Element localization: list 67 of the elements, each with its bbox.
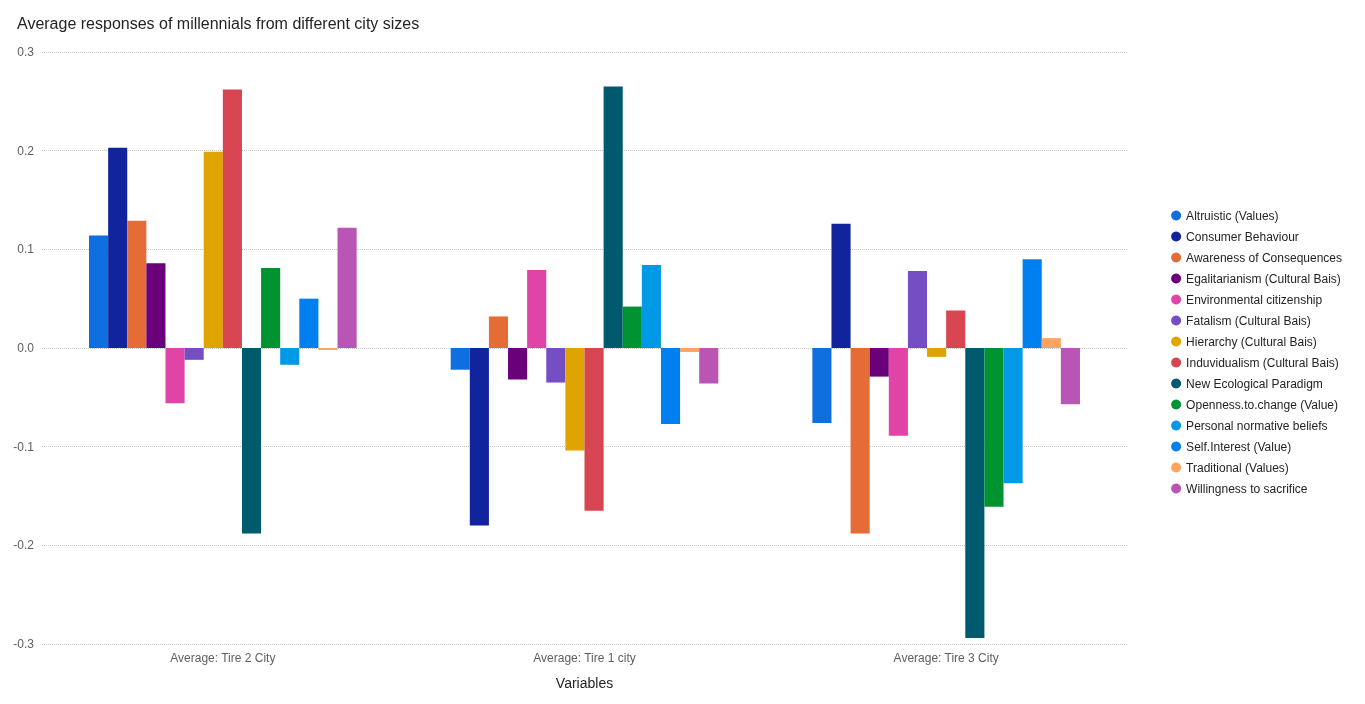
y-tick-label: -0.1 [13, 439, 35, 454]
bar [641, 265, 661, 348]
bar [508, 348, 528, 380]
bar [184, 348, 204, 360]
bar [680, 348, 700, 352]
bar [127, 220, 147, 348]
bar [965, 348, 985, 639]
x-tick-label: Average: Tire 2 City [170, 651, 276, 665]
bar [984, 348, 1004, 507]
bar [337, 227, 357, 348]
bar [907, 271, 928, 348]
legend-label: Fatalism (Cultural Bais) [1186, 313, 1311, 328]
bar [261, 268, 281, 348]
bar [1041, 338, 1061, 348]
legend-label: Egalitarianism (Cultural Bais) [1186, 271, 1341, 286]
bar [888, 348, 908, 436]
bar [1022, 259, 1042, 348]
bar [165, 348, 185, 404]
bar [299, 298, 319, 348]
legend-label: Openness.to.change (Value) [1186, 397, 1338, 412]
bar [565, 348, 585, 451]
legend-label: Personal normative beliefs [1186, 418, 1328, 433]
bar [89, 235, 109, 348]
bar [450, 348, 470, 370]
bar [946, 310, 966, 348]
chart-title: Average responses of millennials from different city sizes [17, 14, 420, 32]
legend-label: Induvidualism (Cultural Bais) [1186, 355, 1339, 370]
y-tick-label: -0.3 [13, 637, 35, 651]
bar [280, 348, 300, 365]
bar [812, 348, 832, 423]
legend-label: Hierarchy (Cultural Bais) [1186, 334, 1317, 349]
bar [850, 348, 870, 534]
bar [660, 348, 681, 424]
bar [584, 348, 604, 511]
x-tick-label: Average: Tire 1 city [533, 651, 636, 665]
bar [469, 348, 489, 526]
bar [927, 348, 947, 357]
legend-label: Traditional (Values) [1186, 460, 1289, 475]
bar [1003, 348, 1023, 484]
y-tick-label: 0.2 [17, 143, 35, 158]
bar [488, 316, 509, 348]
y-tick-label: -0.2 [13, 538, 35, 553]
legend-label: Environmental citizenship [1186, 292, 1323, 307]
legend-label: Altruistic (Values) [1186, 208, 1279, 223]
bar [203, 151, 223, 348]
bar [699, 348, 719, 384]
legend-label: New Ecological Paradigm [1186, 376, 1323, 391]
legend-label: Self.Interest (Value) [1186, 439, 1292, 454]
bar [869, 348, 889, 377]
bar [241, 348, 262, 534]
bar [831, 223, 851, 348]
y-tick-label: 0.0 [17, 341, 35, 355]
bar [603, 86, 623, 348]
legend-label: Awareness of Consequences [1186, 250, 1343, 265]
bar [527, 270, 547, 348]
bar [146, 263, 166, 348]
y-tick-label: 0.1 [17, 242, 35, 257]
bar [546, 348, 566, 383]
bar [108, 147, 128, 348]
bar [622, 306, 642, 348]
x-axis-title: Variables [555, 675, 614, 691]
legend-label: Consumer Behaviour [1186, 229, 1299, 244]
bar [222, 89, 242, 348]
y-tick-label: 0.3 [17, 45, 35, 59]
x-tick-label: Average: Tire 3 City [893, 651, 999, 665]
bar [1060, 348, 1080, 405]
legend-label: Willingness to sacrifice [1186, 481, 1308, 496]
